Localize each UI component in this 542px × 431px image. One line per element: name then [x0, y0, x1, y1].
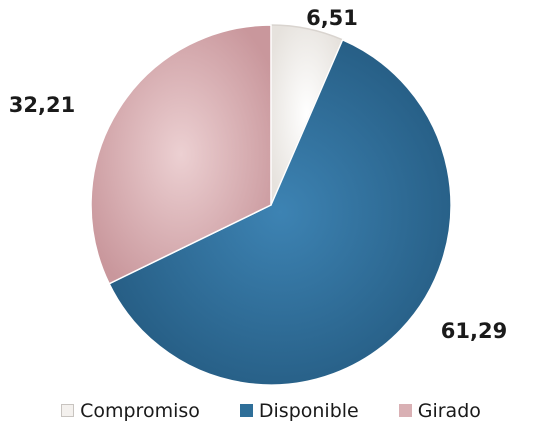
data-label-compromiso: 6,51 — [306, 6, 358, 30]
legend-label-girado: Girado — [417, 399, 481, 422]
legend-swatch-disponible — [239, 404, 253, 417]
legend-item-compromiso: Compromiso — [61, 400, 200, 422]
legend-item-girado: Girado — [398, 399, 481, 422]
legend-label-compromiso: Compromiso — [80, 399, 200, 422]
legend-label-disponible: Disponible — [258, 399, 359, 422]
legend-item-disponible: Disponible — [239, 399, 359, 422]
legend-swatch-girado — [398, 404, 412, 417]
data-label-disponible: 61,29 — [441, 319, 507, 343]
pie-slice-disponible — [108, 38, 452, 386]
data-label-girado: 32,21 — [9, 93, 75, 117]
pie-slice-girado — [90, 24, 272, 285]
legend-swatch-compromiso — [61, 404, 75, 417]
chart-legend: Compromiso Disponible Girado — [0, 390, 542, 431]
